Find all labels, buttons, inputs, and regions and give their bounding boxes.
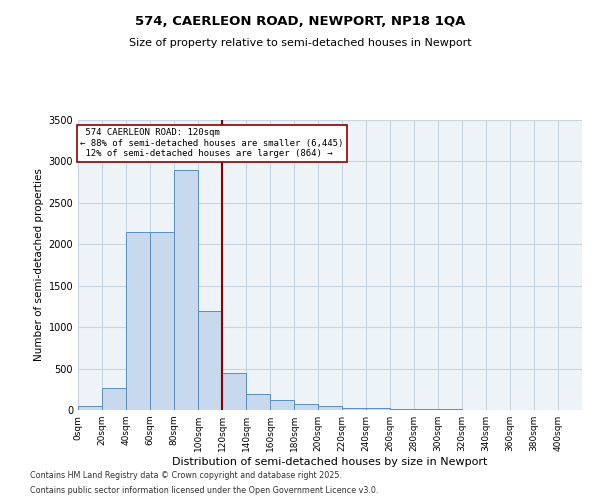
Bar [150,232,174,410]
Bar [390,409,414,410]
Text: Contains HM Land Registry data © Crown copyright and database right 2025.: Contains HM Land Registry data © Crown c… [30,471,342,480]
Y-axis label: Number of semi-detached properties: Number of semi-detached properties [34,168,44,362]
Text: 574, CAERLEON ROAD, NEWPORT, NP18 1QA: 574, CAERLEON ROAD, NEWPORT, NP18 1QA [135,15,465,28]
Bar [126,232,150,410]
Bar [102,388,126,410]
Bar [270,400,294,410]
Bar [318,406,342,410]
Text: 574 CAERLEON ROAD: 120sqm
← 88% of semi-detached houses are smaller (6,445)
 12%: 574 CAERLEON ROAD: 120sqm ← 88% of semi-… [80,128,344,158]
Bar [222,372,246,410]
Text: Size of property relative to semi-detached houses in Newport: Size of property relative to semi-detach… [128,38,472,48]
Bar [366,408,390,410]
Bar [78,406,102,410]
Bar [246,394,270,410]
Bar [342,408,366,410]
Bar [294,404,318,410]
X-axis label: Distribution of semi-detached houses by size in Newport: Distribution of semi-detached houses by … [172,457,488,467]
Bar [198,310,222,410]
Bar [414,409,438,410]
Text: Contains public sector information licensed under the Open Government Licence v3: Contains public sector information licen… [30,486,379,495]
Bar [174,170,198,410]
